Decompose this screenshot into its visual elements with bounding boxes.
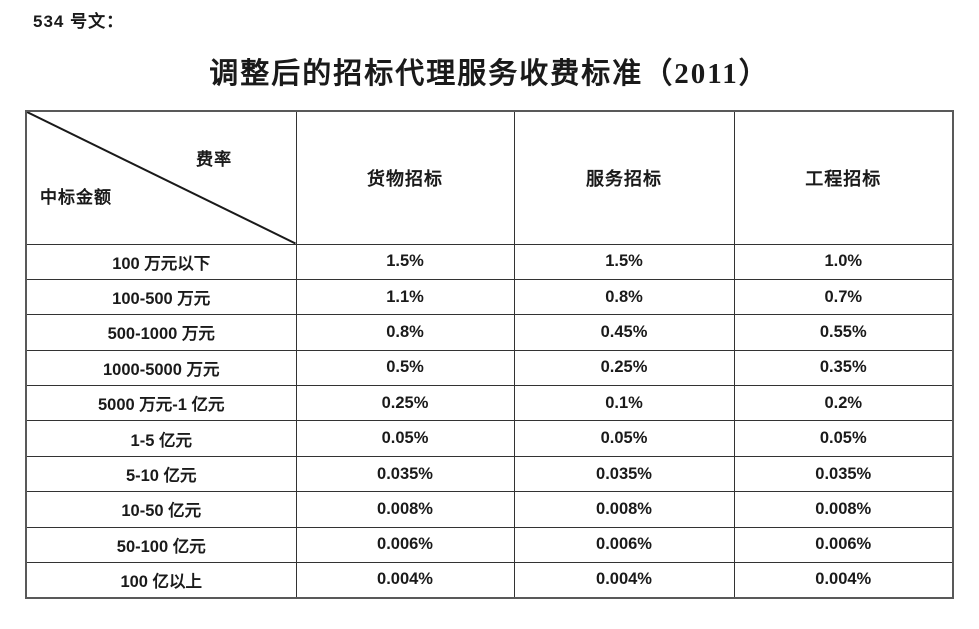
rate-cell: 1.5% xyxy=(513,243,735,280)
page-title: 调整后的招标代理服务收费标准（2011） xyxy=(209,58,770,90)
column-header-engineering: 工程招标 xyxy=(733,110,954,245)
rate-cell: 0.45% xyxy=(513,314,735,351)
rate-cell: 0.8% xyxy=(295,314,515,351)
table-row: 100-500 万元 1.1% 0.8% 0.7% xyxy=(25,278,954,316)
table-row: 5-10 亿元 0.035% 0.035% 0.035% xyxy=(25,455,954,493)
table-row: 100 亿以上 0.004% 0.004% 0.004% xyxy=(25,562,954,599)
amount-cell: 1000-5000 万元 xyxy=(25,349,297,387)
column-header-goods: 货物招标 xyxy=(295,110,515,245)
table-row: 10-50 亿元 0.008% 0.008% 0.008% xyxy=(25,491,954,528)
rate-cell: 0.004% xyxy=(513,562,735,599)
diagonal-line xyxy=(27,112,296,244)
rate-cell: 0.7% xyxy=(733,278,954,316)
rate-cell: 0.25% xyxy=(513,349,735,387)
amount-cell: 100-500 万元 xyxy=(25,278,297,316)
amount-cell: 100 亿以上 xyxy=(25,562,297,599)
rate-cell: 0.035% xyxy=(295,455,515,493)
rate-cell: 0.05% xyxy=(513,420,735,457)
rate-cell: 0.1% xyxy=(513,385,735,422)
amount-cell: 5-10 亿元 xyxy=(25,455,297,493)
rate-cell: 0.008% xyxy=(513,491,735,528)
table-row: 500-1000 万元 0.8% 0.45% 0.55% xyxy=(25,314,954,351)
rate-cell: 0.008% xyxy=(295,491,515,528)
amount-cell: 500-1000 万元 xyxy=(25,314,297,351)
amount-cell: 5000 万元-1 亿元 xyxy=(25,385,297,422)
rate-cell: 0.2% xyxy=(733,385,954,422)
amount-cell: 1-5 亿元 xyxy=(25,420,297,457)
table-row: 1000-5000 万元 0.5% 0.25% 0.35% xyxy=(25,349,954,387)
table-row: 1-5 亿元 0.05% 0.05% 0.05% xyxy=(25,420,954,457)
rate-cell: 0.006% xyxy=(513,526,735,564)
table-header-row: 费率 中标金额 货物招标 服务招标 工程招标 xyxy=(25,110,954,245)
corner-label-rate: 费率 xyxy=(196,149,233,169)
amount-cell: 50-100 亿元 xyxy=(25,526,297,564)
rate-cell: 1.5% xyxy=(295,243,515,280)
amount-cell: 10-50 亿元 xyxy=(25,491,297,528)
doc-number-label: 534 号文： xyxy=(33,12,125,31)
rate-cell: 0.035% xyxy=(513,455,735,493)
rate-cell: 0.05% xyxy=(295,420,515,457)
corner-label-amount: 中标金额 xyxy=(40,188,112,207)
rate-cell: 0.035% xyxy=(733,455,954,493)
rate-cell: 0.006% xyxy=(733,526,954,564)
rate-cell: 0.004% xyxy=(733,562,954,599)
rate-cell: 0.55% xyxy=(733,314,954,351)
fee-standard-table: 费率 中标金额 货物招标 服务招标 工程招标 100 万元以下 1.5% 1.5… xyxy=(25,110,954,599)
table-row: 100 万元以下 1.5% 1.5% 1.0% xyxy=(25,243,954,280)
rate-cell: 0.5% xyxy=(295,349,515,387)
table-row: 5000 万元-1 亿元 0.25% 0.1% 0.2% xyxy=(25,385,954,422)
rate-cell: 0.8% xyxy=(513,278,735,316)
table-row: 50-100 亿元 0.006% 0.006% 0.006% xyxy=(25,526,954,564)
rate-cell: 0.25% xyxy=(295,385,515,422)
rate-cell: 0.006% xyxy=(295,526,515,564)
rate-cell: 1.1% xyxy=(295,278,515,316)
corner-header-cell: 费率 中标金额 xyxy=(25,110,297,245)
rate-cell: 0.05% xyxy=(733,420,954,457)
rate-cell: 0.35% xyxy=(733,349,954,387)
rate-cell: 0.008% xyxy=(733,491,954,528)
amount-cell: 100 万元以下 xyxy=(25,243,297,280)
rate-cell: 0.004% xyxy=(295,562,515,599)
fee-table-body: 100 万元以下 1.5% 1.5% 1.0% 100-500 万元 1.1% … xyxy=(25,243,954,599)
rate-cell: 1.0% xyxy=(733,243,954,280)
column-header-service: 服务招标 xyxy=(513,110,735,245)
